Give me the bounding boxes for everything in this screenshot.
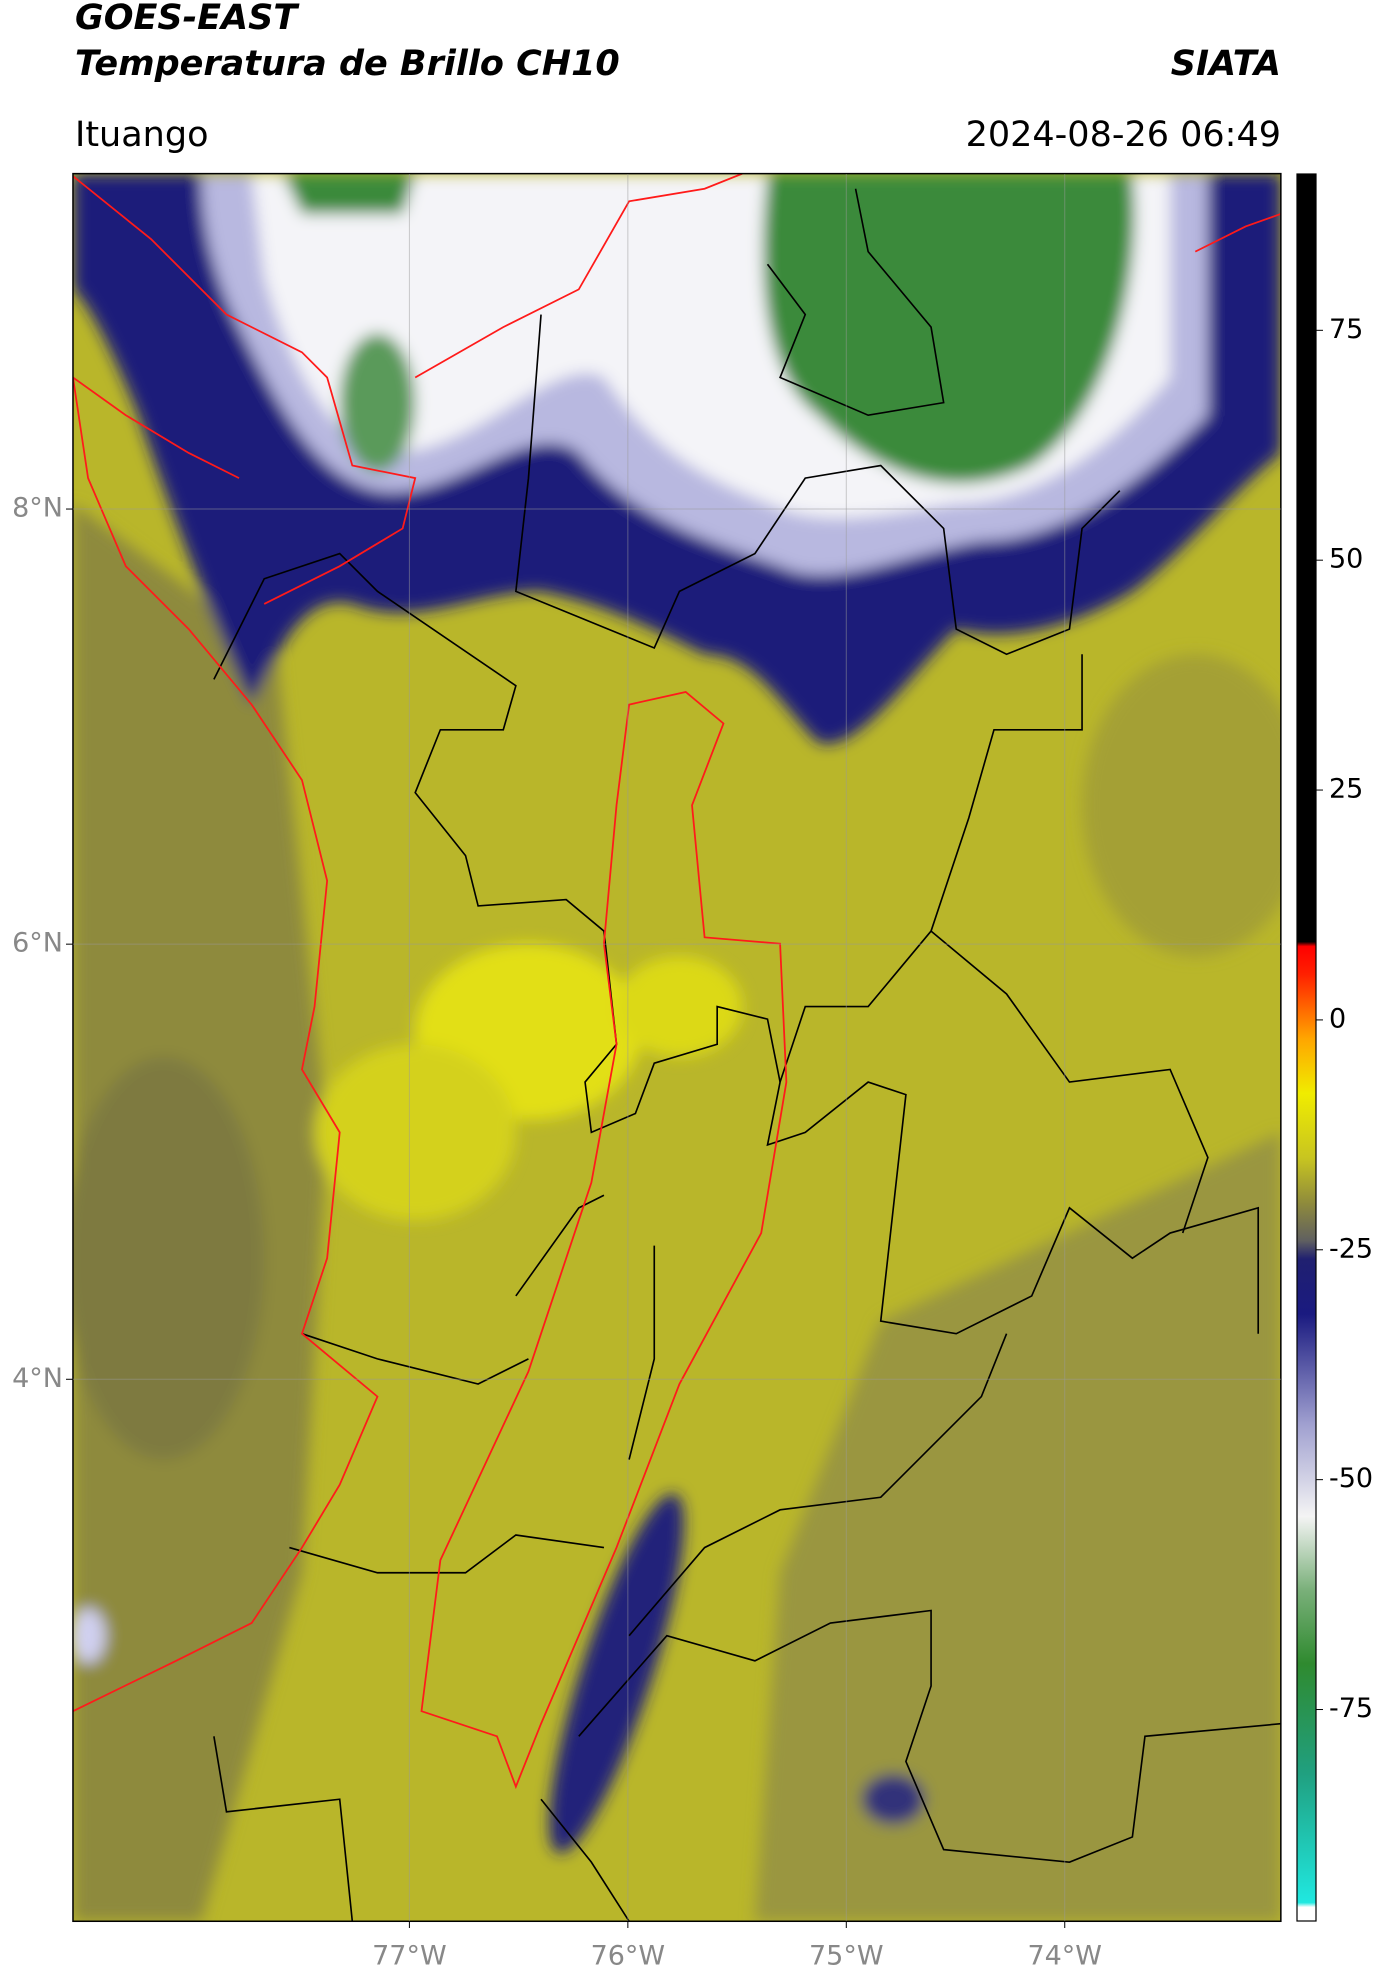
x-tick-label: 75°W bbox=[809, 1941, 884, 1972]
map-field bbox=[72, 173, 1281, 1922]
x-tick-label: 77°W bbox=[372, 1941, 447, 1972]
colorbar-tick-label: -75 bbox=[1329, 1693, 1373, 1724]
red-borders bbox=[72, 173, 1281, 1790]
borders bbox=[213, 188, 1281, 1922]
subtitle: Temperatura de Brillo CH10 bbox=[75, 44, 620, 84]
y-tick-label: 8°N bbox=[12, 493, 63, 524]
colorbar-tick-label: 50 bbox=[1329, 544, 1363, 575]
colorbar-tick-label: 25 bbox=[1329, 774, 1363, 805]
timestamp: 2024-08-26 06:49 bbox=[966, 115, 1281, 155]
x-tick-label: 76°W bbox=[591, 1941, 666, 1972]
y-tick-label: 4°N bbox=[12, 1363, 63, 1394]
title: GOES-EAST bbox=[75, 0, 300, 38]
colorbar bbox=[1296, 173, 1317, 1922]
map-frame bbox=[72, 172, 1282, 1923]
source: SIATA bbox=[1171, 44, 1281, 84]
map bbox=[72, 172, 1282, 1923]
x-tick-label: 74°W bbox=[1027, 1941, 1102, 1972]
location: Ituango bbox=[75, 115, 209, 155]
colorbar-tick-label: -25 bbox=[1329, 1233, 1373, 1264]
colorbar-tick-label: 0 bbox=[1329, 1003, 1346, 1034]
y-tick-label: 6°N bbox=[12, 928, 63, 959]
colorbar-tick-label: 75 bbox=[1329, 314, 1363, 345]
colorbar-tick-label: -50 bbox=[1329, 1463, 1373, 1494]
